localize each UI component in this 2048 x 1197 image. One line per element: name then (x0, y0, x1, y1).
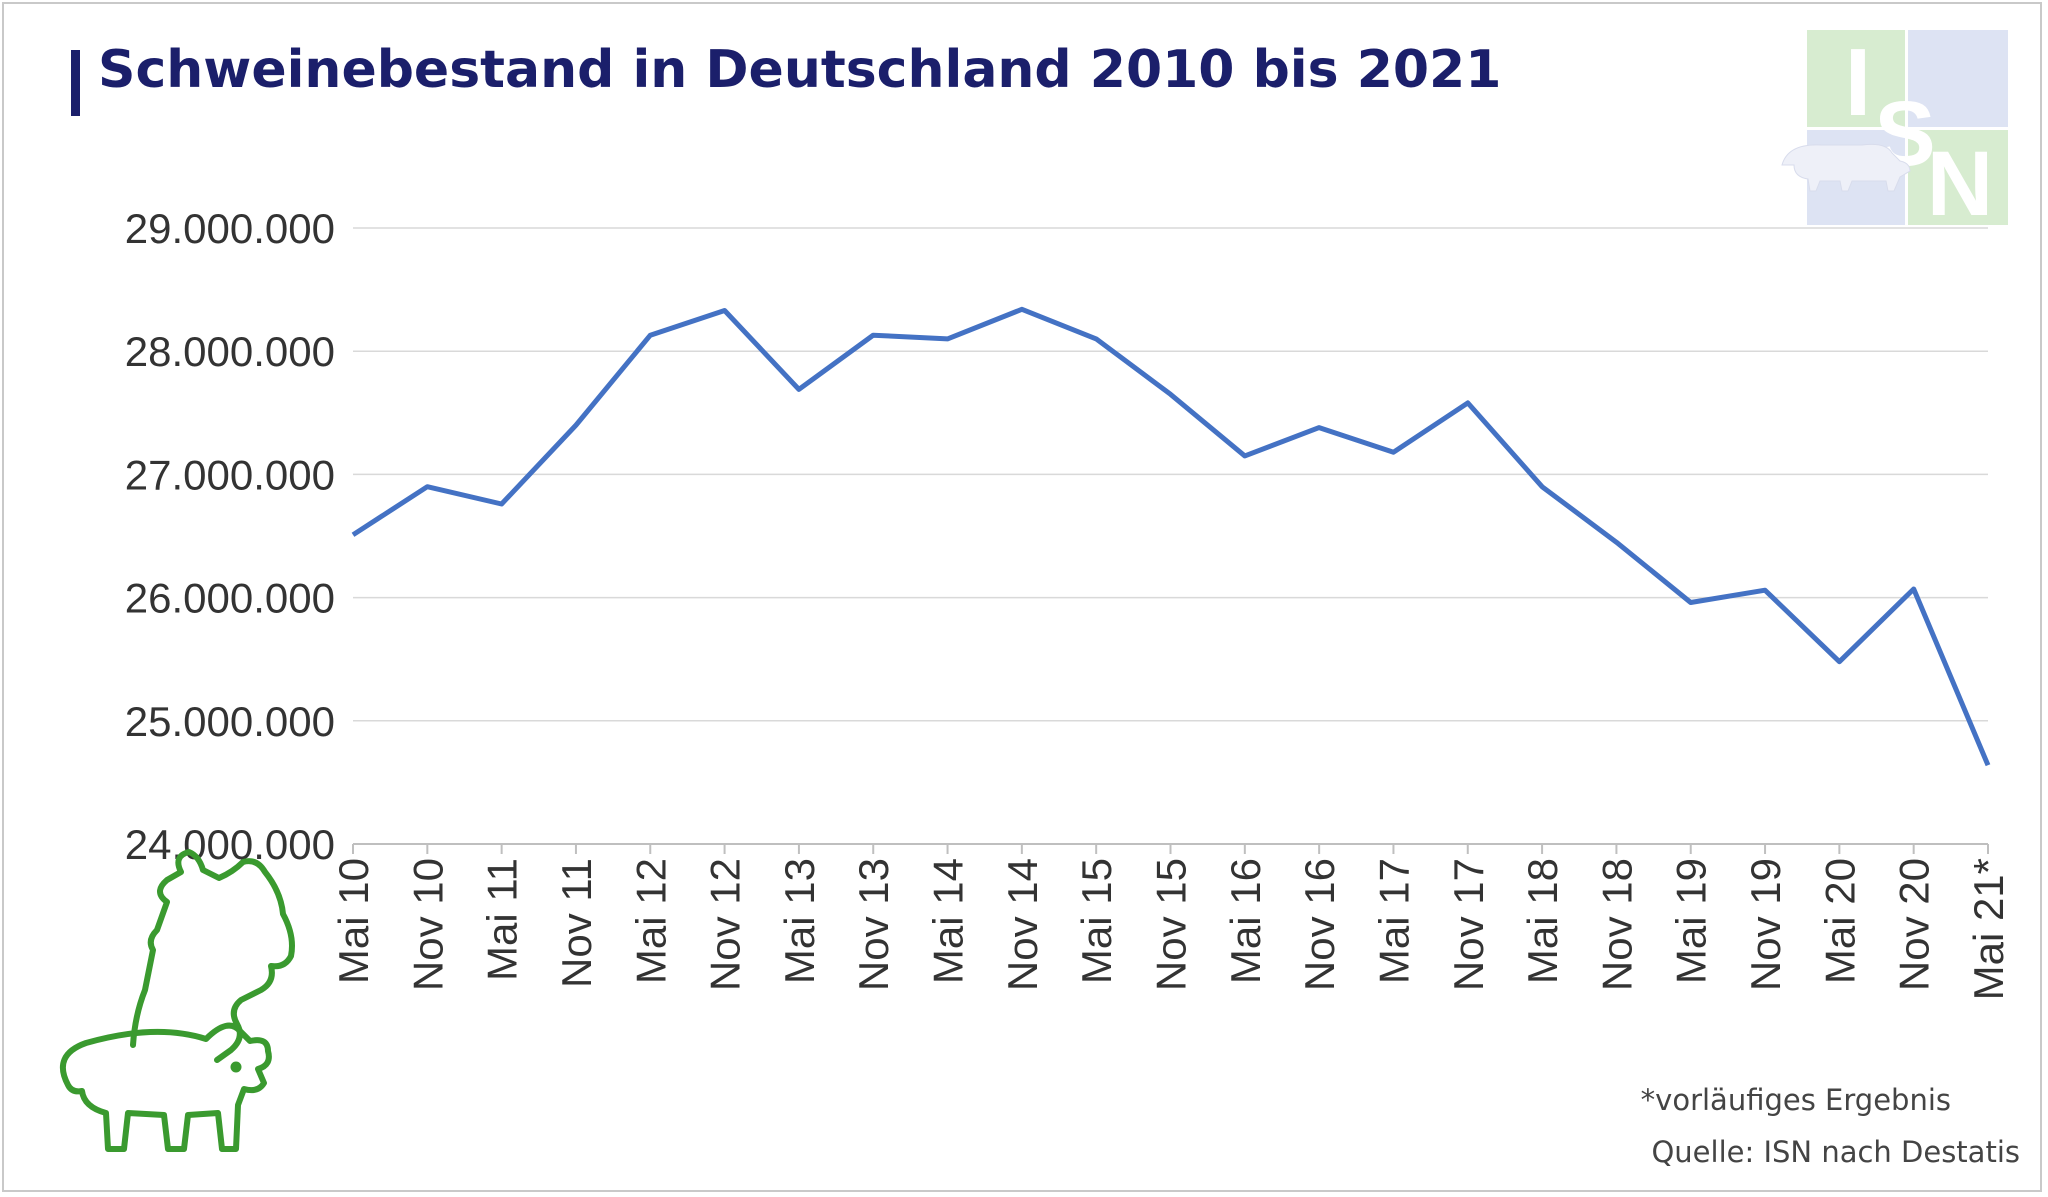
logo-letter-i: I (1845, 29, 1872, 136)
x-tick-label: Mai 18 (1519, 858, 1566, 984)
x-tick-label: Nov 11 (553, 858, 600, 988)
logo-letter-n: N (1927, 133, 1993, 235)
x-tick-label: Nov 14 (999, 858, 1046, 991)
x-tick-label: Nov 10 (404, 858, 451, 991)
x-tick-label: Mai 19 (1668, 858, 1715, 984)
footnote: *vorläufiges Ergebnis (1640, 1083, 1951, 1117)
y-tick-label: 24.000.000 (125, 821, 335, 868)
x-tick-label: Mai 12 (627, 858, 674, 984)
x-tick-label: Mai 17 (1370, 858, 1417, 984)
y-tick-label: 26.000.000 (125, 575, 335, 622)
x-tick-labels: Mai 10 Nov 10 Mai 11 Nov 11 Mai 12 Nov 12 Mai … (330, 858, 2012, 1000)
grid-lines (353, 227, 1988, 845)
pig-outline-icon (60, 849, 295, 1152)
x-tick-label: Mai 20 (1816, 858, 1863, 984)
data-points (352, 309, 1989, 766)
x-tick-label: Nov 13 (850, 858, 897, 991)
y-tick-label: 27.000.000 (125, 451, 335, 498)
x-tick-marks (352, 844, 1989, 854)
y-tick-label: 28.000.000 (125, 328, 335, 375)
x-tick-label: Mai 11 (479, 858, 526, 981)
y-tick-label: 25.000.000 (125, 698, 335, 745)
y-tick-label: 29.000.000 (125, 205, 335, 252)
x-tick-label: Mai 21* (1965, 858, 2012, 1000)
source-note: Quelle: ISN nach Destatis (1651, 1135, 2020, 1169)
x-tick-label: Mai 13 (776, 858, 823, 984)
x-tick-label: Nov 17 (1445, 858, 1492, 991)
x-tick-label: Mai 14 (925, 858, 972, 984)
x-tick-label: Nov 18 (1593, 858, 1640, 991)
series-line (351, 306, 1991, 767)
logo-pig-icon (1781, 143, 1911, 192)
x-tick-label: Nov 20 (1891, 858, 1938, 991)
x-tick-label: Mai 15 (1073, 858, 1120, 984)
x-tick-label: Nov 19 (1742, 858, 1789, 991)
x-tick-label: Mai 16 (1222, 858, 1269, 984)
page-title: Schweinebestand in Deutschland 2010 bis … (98, 40, 1502, 100)
title-accent-bar (71, 50, 80, 116)
x-tick-label: Nov 12 (702, 858, 749, 991)
x-tick-label: Nov 15 (1148, 858, 1195, 991)
y-tick-labels: 24.000.000 25.000.000 26.000.000 27.000.000… (125, 205, 335, 868)
x-tick-label: Nov 16 (1296, 858, 1343, 991)
x-tick-label: Mai 10 (330, 858, 377, 984)
isn-logo: I S N (1781, 29, 2008, 235)
